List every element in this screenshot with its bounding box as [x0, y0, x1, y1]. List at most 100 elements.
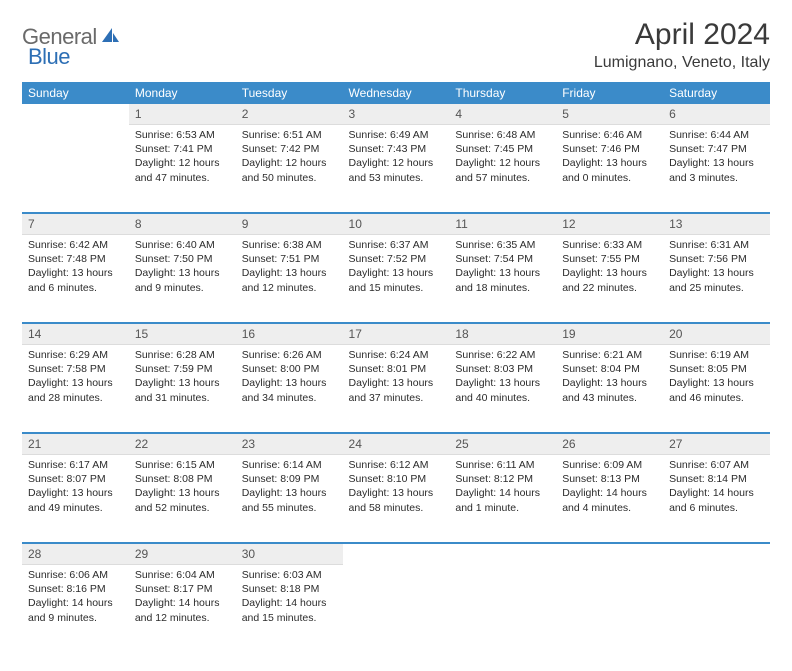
sunrise-text: Sunrise: 6:12 AM — [349, 458, 444, 472]
day-cell-body: Sunrise: 6:12 AMSunset: 8:10 PMDaylight:… — [343, 455, 450, 521]
sunset-text: Sunset: 7:54 PM — [455, 252, 550, 266]
sunset-text: Sunset: 8:14 PM — [669, 472, 764, 486]
day-cell: Sunrise: 6:04 AMSunset: 8:17 PMDaylight:… — [129, 565, 236, 653]
day-cell-body: Sunrise: 6:11 AMSunset: 8:12 PMDaylight:… — [449, 455, 556, 521]
day-cell-header — [22, 104, 129, 125]
day-cell-body: Sunrise: 6:46 AMSunset: 7:46 PMDaylight:… — [556, 125, 663, 191]
daylight-text: Daylight: 14 hours and 6 minutes. — [669, 486, 764, 514]
daylight-text: Daylight: 14 hours and 12 minutes. — [135, 596, 230, 624]
day-number: 16 — [236, 324, 343, 345]
day-cell-header: 30 — [236, 544, 343, 565]
day-cell: Sunrise: 6:37 AMSunset: 7:52 PMDaylight:… — [343, 235, 450, 323]
calendar-page: General April 2024 Lumignano, Veneto, It… — [0, 0, 792, 671]
day-cell-header: 12 — [556, 214, 663, 235]
sunrise-text: Sunrise: 6:11 AM — [455, 458, 550, 472]
day-cell-body: Sunrise: 6:17 AMSunset: 8:07 PMDaylight:… — [22, 455, 129, 521]
day-cell-body: Sunrise: 6:15 AMSunset: 8:08 PMDaylight:… — [129, 455, 236, 521]
day-number: 8 — [129, 214, 236, 235]
day-number: 30 — [236, 544, 343, 565]
day-cell-body: Sunrise: 6:53 AMSunset: 7:41 PMDaylight:… — [129, 125, 236, 191]
day-cell-body: Sunrise: 6:29 AMSunset: 7:58 PMDaylight:… — [22, 345, 129, 411]
day-number: 23 — [236, 434, 343, 455]
day-cell-body: Sunrise: 6:40 AMSunset: 7:50 PMDaylight:… — [129, 235, 236, 301]
daylight-text: Daylight: 14 hours and 1 minute. — [455, 486, 550, 514]
day-cell: Sunrise: 6:24 AMSunset: 8:01 PMDaylight:… — [343, 345, 450, 433]
week-row: Sunrise: 6:42 AMSunset: 7:48 PM Daylight:… — [22, 235, 770, 323]
day-number: 5 — [556, 104, 663, 125]
weekday-header: Sunday — [22, 82, 129, 104]
day-cell-body: Sunrise: 6:26 AMSunset: 8:00 PMDaylight:… — [236, 345, 343, 411]
day-cell: Sunrise: 6:03 AMSunset: 8:18 PMDaylight:… — [236, 565, 343, 653]
sunset-text: Sunset: 8:16 PM — [28, 582, 123, 596]
day-cell-header: 27 — [663, 434, 770, 455]
day-cell-header: 15 — [129, 324, 236, 345]
sunrise-text: Sunrise: 6:31 AM — [669, 238, 764, 252]
day-cell-header: 26 — [556, 434, 663, 455]
day-cell: Sunrise: 6:26 AMSunset: 8:00 PMDaylight:… — [236, 345, 343, 433]
day-number: 11 — [449, 214, 556, 235]
day-cell: Sunrise: 6:12 AMSunset: 8:10 PMDaylight:… — [343, 455, 450, 543]
day-number: 24 — [343, 434, 450, 455]
day-number: 20 — [663, 324, 770, 345]
sunrise-text: Sunrise: 6:44 AM — [669, 128, 764, 142]
day-cell-body: Sunrise: 6:06 AMSunset: 8:16 PMDaylight:… — [22, 565, 129, 631]
day-cell-header: 2 — [236, 104, 343, 125]
daylight-text: Daylight: 13 hours and 25 minutes. — [669, 266, 764, 294]
day-cell-header: 5 — [556, 104, 663, 125]
day-cell-header — [449, 544, 556, 565]
day-cell-header: 23 — [236, 434, 343, 455]
day-number: 15 — [129, 324, 236, 345]
sunrise-text: Sunrise: 6:38 AM — [242, 238, 337, 252]
sunrise-text: Sunrise: 6:49 AM — [349, 128, 444, 142]
day-cell-header: 6 — [663, 104, 770, 125]
sunset-text: Sunset: 7:43 PM — [349, 142, 444, 156]
day-cell-body: Sunrise: 6:51 AMSunset: 7:42 PMDaylight:… — [236, 125, 343, 191]
day-cell: Sunrise: 6:15 AMSunset: 8:08 PMDaylight:… — [129, 455, 236, 543]
sunrise-text: Sunrise: 6:09 AM — [562, 458, 657, 472]
sunrise-text: Sunrise: 6:07 AM — [669, 458, 764, 472]
day-number: 18 — [449, 324, 556, 345]
sunrise-text: Sunrise: 6:42 AM — [28, 238, 123, 252]
week-row: Sunrise: 6:06 AMSunset: 8:16 PMDaylight:… — [22, 565, 770, 653]
day-cell: Sunrise: 6:31 AMSunset: 7:56 PMDaylight:… — [663, 235, 770, 323]
day-number: 6 — [663, 104, 770, 125]
sunset-text: Sunset: 8:00 PM — [242, 362, 337, 376]
day-cell-header: 20 — [663, 324, 770, 345]
sunrise-text: Sunrise: 6:33 AM — [562, 238, 657, 252]
month-title: April 2024 — [594, 18, 770, 52]
daylight-text: Daylight: 13 hours and 3 minutes. — [669, 156, 764, 184]
sunset-text: Sunset: 7:56 PM — [669, 252, 764, 266]
weekday-header: Saturday — [663, 82, 770, 104]
day-cell-header — [556, 544, 663, 565]
daylight-text: Daylight: 12 hours and 57 minutes. — [455, 156, 550, 184]
day-cell: Sunrise: 6:11 AMSunset: 8:12 PMDaylight:… — [449, 455, 556, 543]
day-cell: Sunrise: 6:46 AMSunset: 7:46 PMDaylight:… — [556, 125, 663, 213]
daylight-text: Daylight: 12 hours and 50 minutes. — [242, 156, 337, 184]
daylight-text: Daylight: 12 hours and 53 minutes. — [349, 156, 444, 184]
sunrise-text: Sunrise: 6:04 AM — [135, 568, 230, 582]
weekday-row: Sunday Monday Tuesday Wednesday Thursday… — [22, 82, 770, 104]
day-number: 3 — [343, 104, 450, 125]
daylight-text: Daylight: 14 hours and 4 minutes. — [562, 486, 657, 514]
day-cell — [22, 125, 129, 213]
sunrise-text: Sunrise: 6:22 AM — [455, 348, 550, 362]
location-label: Lumignano, Veneto, Italy — [594, 54, 770, 72]
sunrise-text: Sunrise: 6:35 AM — [455, 238, 550, 252]
day-cell: Sunrise: 6:33 AMSunset: 7:55 PMDaylight:… — [556, 235, 663, 323]
day-number: 27 — [663, 434, 770, 455]
day-cell-body: Sunrise: 6:44 AMSunset: 7:47 PMDaylight:… — [663, 125, 770, 191]
day-cell: Sunrise: 6:44 AMSunset: 7:47 PMDaylight:… — [663, 125, 770, 213]
sunrise-text: Sunrise: 6:17 AM — [28, 458, 123, 472]
daynum-row: 78910111213 — [22, 214, 770, 235]
day-number: 19 — [556, 324, 663, 345]
sunset-text: Sunset: 7:46 PM — [562, 142, 657, 156]
daylight-text: Daylight: 13 hours and 28 minutes. — [28, 376, 123, 404]
day-cell-header: 22 — [129, 434, 236, 455]
day-cell-body: Sunrise: 6:28 AMSunset: 7:59 PMDaylight:… — [129, 345, 236, 411]
sunset-text: Sunset: 7:41 PM — [135, 142, 230, 156]
day-cell-header: 8 — [129, 214, 236, 235]
sunset-text: Sunset: 7:48 PM — [28, 252, 123, 266]
weekday-header: Wednesday — [343, 82, 450, 104]
daylight-text: Daylight: 13 hours and 43 minutes. — [562, 376, 657, 404]
day-cell-header: 28 — [22, 544, 129, 565]
